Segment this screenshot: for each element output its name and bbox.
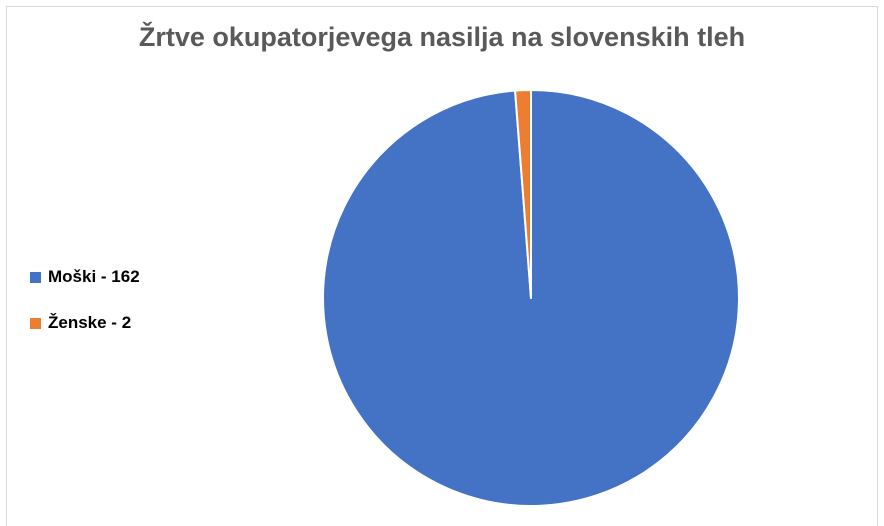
legend-label-zenske: Ženske - 2 <box>48 313 132 332</box>
pie-slices <box>322 89 740 507</box>
legend-label-moski: Moški - 162 <box>48 267 140 286</box>
legend-swatch-zenske <box>30 317 41 329</box>
pie-slice-zenske <box>514 89 532 299</box>
legend-item-zenske: Ženske - 2 <box>30 310 140 336</box>
legend: Moški - 162 Ženske - 2 <box>30 264 140 356</box>
chart-title: Žrtve okupatorjevega nasilja na slovensk… <box>138 22 746 52</box>
legend-swatch-moski <box>30 271 41 283</box>
legend-item-moski: Moški - 162 <box>30 264 140 290</box>
